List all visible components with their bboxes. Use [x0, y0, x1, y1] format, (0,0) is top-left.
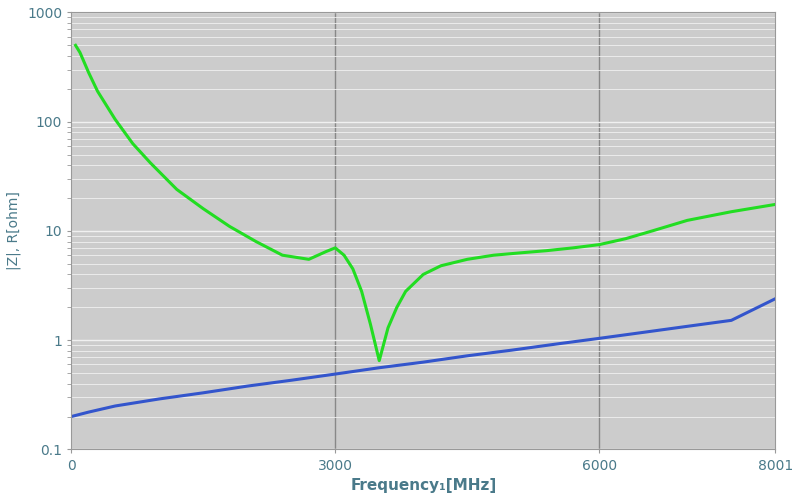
Y-axis label: |Z|, R[ohm]: |Z|, R[ohm] — [7, 192, 22, 270]
X-axis label: Frequency₁[MHz]: Frequency₁[MHz] — [350, 478, 497, 493]
